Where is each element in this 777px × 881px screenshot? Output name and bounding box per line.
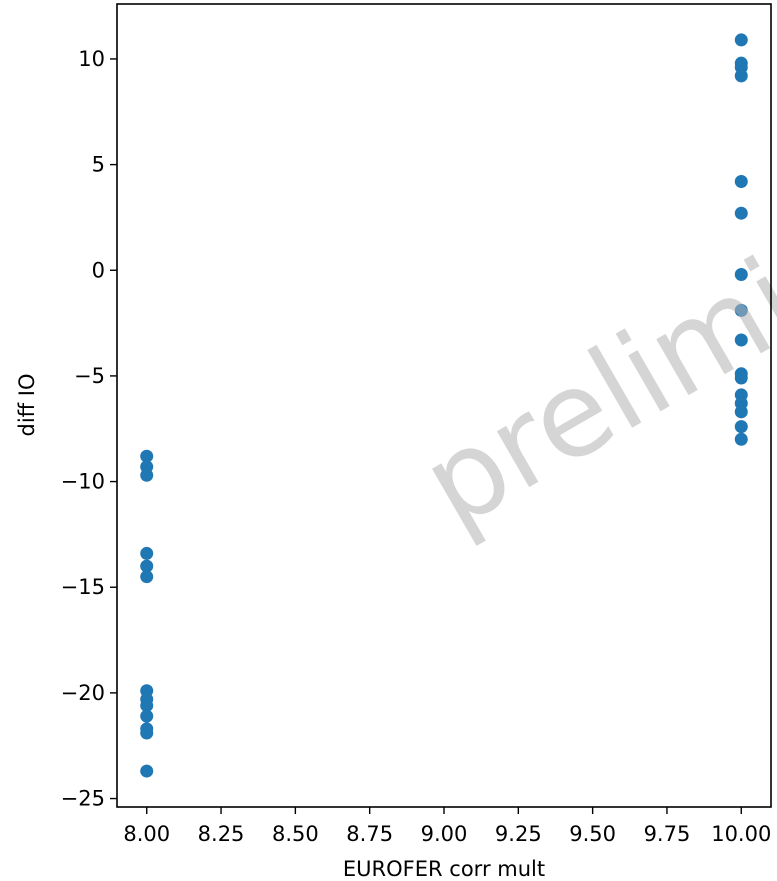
x-tick-label: 8.75	[346, 822, 393, 846]
data-point	[140, 468, 154, 482]
x-tick-label: 9.25	[495, 822, 542, 846]
y-tick-label: −25	[61, 787, 105, 811]
data-point	[734, 69, 748, 83]
y-tick-label: 10	[78, 47, 105, 71]
y-tick-label: −5	[74, 364, 105, 388]
y-tick-label: 0	[92, 258, 105, 282]
x-tick-label: 9.75	[644, 822, 691, 846]
watermark-text: prelimi	[400, 231, 777, 554]
x-axis-label: EUROFER corr mult	[343, 857, 545, 881]
x-tick-label: 10.00	[711, 822, 771, 846]
data-point	[734, 371, 748, 385]
data-point	[140, 709, 154, 723]
data-point	[734, 333, 748, 347]
data-point	[734, 267, 748, 281]
y-tick-label: −10	[61, 470, 105, 494]
data-point	[140, 764, 154, 778]
y-axis-label: diff IO	[15, 373, 39, 436]
data-point	[734, 33, 748, 47]
data-point	[140, 726, 154, 740]
data-point	[734, 405, 748, 419]
y-axis-ticks: 10 5 0 −5 −10 −15 −20 −25	[61, 47, 117, 811]
data-point	[734, 432, 748, 446]
x-axis-ticks: 8.00 8.25 8.50 8.75 9.00 9.25 9.50 9.75 10.00	[123, 807, 771, 846]
x-tick-label: 8.50	[272, 822, 319, 846]
data-point	[734, 303, 748, 317]
data-point	[140, 559, 154, 573]
y-tick-label: 5	[92, 153, 105, 177]
data-point	[140, 449, 154, 463]
data-point	[140, 546, 154, 560]
data-point	[734, 420, 748, 434]
y-tick-label: −20	[61, 681, 105, 705]
x-tick-label: 8.00	[123, 822, 170, 846]
x-tick-label: 8.25	[198, 822, 245, 846]
y-tick-label: −15	[61, 575, 105, 599]
x-tick-label: 9.00	[421, 822, 468, 846]
data-point	[734, 175, 748, 189]
points-layer	[140, 33, 748, 778]
data-point	[734, 206, 748, 220]
data-point	[140, 699, 154, 713]
data-point	[140, 570, 154, 584]
x-tick-label: 9.50	[569, 822, 616, 846]
